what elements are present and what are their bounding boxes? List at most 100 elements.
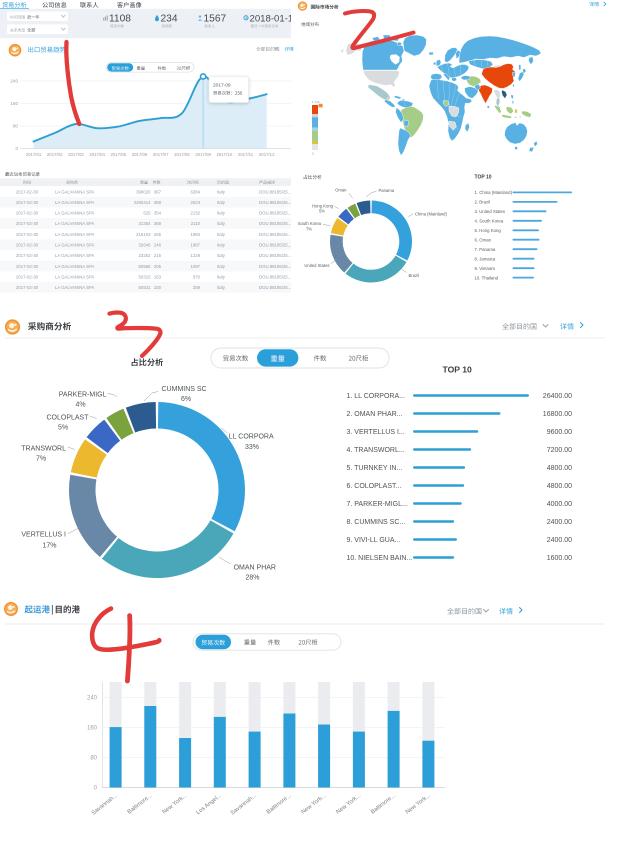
- svg-text:1987: 1987: [190, 243, 200, 248]
- svg-text:2017-02-30: 2017-02-30: [16, 253, 39, 258]
- svg-text:398020: 398020: [136, 189, 151, 194]
- svg-text:23252: 23252: [139, 253, 152, 258]
- svg-text:2523: 2523: [190, 200, 200, 205]
- svg-text:Brazil: Brazil: [409, 273, 420, 278]
- svg-text:DOU.88185/25...: DOU.88185/25...: [259, 285, 291, 290]
- svg-text:28%: 28%: [245, 575, 259, 582]
- svg-text:6. Oman: 6. Oman: [475, 237, 492, 242]
- svg-text:9600.00: 9600.00: [547, 429, 572, 436]
- svg-text:1108: 1108: [109, 14, 131, 25]
- svg-text:VERTELLUS I: VERTELLUS I: [21, 532, 66, 539]
- svg-text:358: 358: [154, 200, 162, 205]
- svg-text:2110: 2110: [191, 221, 201, 226]
- svg-text:DOU.88185/25...: DOU.88185/25...: [259, 200, 291, 205]
- svg-text:2018-01-15: 2018-01-15: [250, 14, 299, 25]
- svg-text:8. Jamaica: 8. Jamaica: [475, 256, 496, 261]
- svg-text:LA GALVANINA SPA: LA GALVANINA SPA: [55, 243, 95, 248]
- svg-text:1,716: 1,716: [312, 100, 320, 104]
- svg-text:2132: 2132: [190, 211, 200, 216]
- svg-text:United States: United States: [304, 263, 329, 268]
- svg-text:234: 234: [161, 14, 178, 25]
- svg-text:2017-02-30: 2017-02-30: [16, 200, 39, 205]
- svg-text:7%: 7%: [306, 227, 312, 232]
- svg-text:Italy: Italy: [217, 189, 226, 194]
- svg-text:9. VIVI-LL GUA...: 9. VIVI-LL GUA...: [347, 537, 401, 544]
- svg-text:2017-02-30: 2017-02-30: [16, 189, 39, 194]
- svg-text:10. NIELSEN BAIN...: 10. NIELSEN BAIN...: [347, 555, 413, 562]
- svg-text:160: 160: [87, 726, 98, 732]
- svg-text:2017-02-30: 2017-02-30: [16, 275, 39, 280]
- svg-text:2400.00: 2400.00: [547, 537, 572, 544]
- svg-text:2017/09: 2017/09: [195, 152, 211, 157]
- svg-text:31354: 31354: [139, 221, 152, 226]
- svg-text:2017/03: 2017/03: [68, 152, 84, 157]
- svg-text:1983: 1983: [190, 232, 200, 237]
- svg-text:2017/02: 2017/02: [47, 152, 63, 157]
- svg-text:LA GALVANINA SPA: LA GALVANINA SPA: [55, 211, 95, 216]
- svg-text:240: 240: [87, 696, 98, 702]
- svg-text:163: 163: [154, 275, 162, 280]
- svg-text:7200.00: 7200.00: [547, 447, 572, 454]
- svg-text:2017-02-30: 2017-02-30: [16, 221, 39, 226]
- svg-text:2017-02-30: 2017-02-30: [16, 243, 39, 248]
- svg-text:TOP 10: TOP 10: [475, 175, 492, 181]
- svg-text:216: 216: [154, 253, 162, 258]
- svg-text:5%: 5%: [319, 209, 325, 214]
- svg-text:2. OMAN PHAR...: 2. OMAN PHAR...: [347, 411, 403, 418]
- svg-text:205: 205: [154, 264, 162, 269]
- svg-text:4800.00: 4800.00: [547, 465, 572, 472]
- svg-text:8. CUMMINS SC...: 8. CUMMINS SC...: [347, 519, 406, 526]
- svg-text:2017/06: 2017/06: [132, 152, 148, 157]
- svg-text:LL CORPORA: LL CORPORA: [229, 434, 274, 441]
- svg-text:6. COLOPLAST...: 6. COLOPLAST...: [347, 483, 402, 490]
- svg-text:2017-02-30: 2017-02-30: [16, 211, 39, 216]
- svg-text:2017-02-30: 2017-02-30: [16, 285, 39, 290]
- svg-text:1229: 1229: [190, 253, 200, 258]
- svg-text:Italy: Italy: [217, 264, 226, 269]
- svg-text:CUMMINS SC: CUMMINS SC: [162, 386, 207, 393]
- svg-text:246: 246: [154, 243, 162, 248]
- svg-text:2250414: 2250414: [134, 200, 151, 205]
- svg-text:4. TRANSWORL...: 4. TRANSWORL...: [347, 447, 405, 454]
- svg-text:South Korea: South Korea: [298, 221, 322, 226]
- svg-text:Italy: Italy: [217, 253, 226, 258]
- svg-text:354: 354: [154, 211, 162, 216]
- svg-text:6384: 6384: [190, 189, 200, 194]
- svg-text:160: 160: [10, 101, 18, 106]
- svg-text:100: 100: [154, 285, 162, 290]
- svg-text:2017/01: 2017/01: [26, 152, 42, 157]
- svg-text:3. United States: 3. United States: [475, 209, 506, 214]
- svg-text:525: 525: [143, 211, 151, 216]
- svg-text:32646: 32646: [139, 243, 152, 248]
- svg-text:215103: 215103: [136, 232, 151, 237]
- svg-text:33%: 33%: [245, 444, 259, 451]
- svg-text:DOU.88185/25...: DOU.88185/25...: [259, 253, 291, 258]
- svg-text:9. Vietnam: 9. Vietnam: [475, 266, 496, 271]
- svg-text:TOP 10: TOP 10: [443, 365, 473, 375]
- svg-text:Italy: Italy: [217, 275, 226, 280]
- svg-text:0: 0: [15, 146, 18, 151]
- svg-text:2017/10: 2017/10: [217, 152, 233, 157]
- svg-text:259: 259: [193, 285, 201, 290]
- svg-text:LA GALVANINA SPA: LA GALVANINA SPA: [55, 221, 95, 226]
- svg-text:2017-02-30: 2017-02-30: [16, 232, 39, 237]
- svg-text:DOU.88185/25...: DOU.88185/25...: [259, 232, 291, 237]
- svg-text:26400.00: 26400.00: [543, 393, 572, 400]
- svg-text:50531: 50531: [139, 285, 152, 290]
- svg-text:LA GALVANINA SPA: LA GALVANINA SPA: [55, 189, 95, 194]
- svg-text:80: 80: [13, 124, 19, 129]
- svg-text:DOU.88185/25...: DOU.88185/25...: [259, 243, 291, 248]
- svg-text:Oman: Oman: [335, 188, 347, 193]
- svg-text:5. TURNKEY IN...: 5. TURNKEY IN...: [347, 465, 403, 472]
- svg-text:240: 240: [10, 79, 18, 84]
- svg-text:1. LL CORPORA...: 1. LL CORPORA...: [347, 393, 406, 400]
- svg-text:Italy: Italy: [217, 232, 226, 237]
- svg-text:6%: 6%: [181, 396, 191, 403]
- svg-text:2. Brazil: 2. Brazil: [475, 200, 491, 205]
- svg-text:Hong Kong: Hong Kong: [312, 204, 334, 209]
- svg-text:2017-02-30: 2017-02-30: [16, 264, 39, 269]
- svg-text:1. China (Mainland): 1. China (Mainland): [475, 190, 513, 195]
- svg-text:368: 368: [154, 221, 162, 226]
- svg-text:50566: 50566: [139, 264, 152, 269]
- svg-text:LA GALVANINA SPA: LA GALVANINA SPA: [55, 285, 95, 290]
